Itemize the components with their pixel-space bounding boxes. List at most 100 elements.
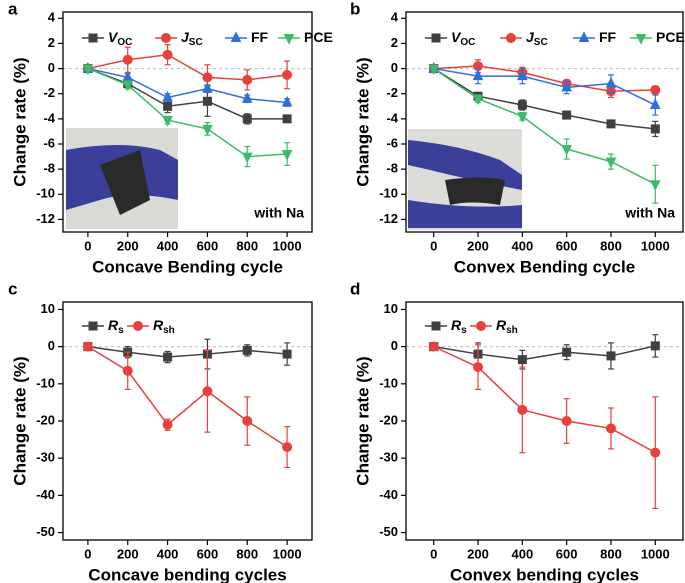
legend-sub: SC [534, 37, 548, 48]
x-tick-label: 400 [157, 546, 179, 561]
legend-sub: sh [506, 325, 518, 336]
x-tick-label: 600 [197, 238, 219, 253]
marker [473, 362, 484, 373]
x-tick-label: 800 [236, 238, 258, 253]
plot-frame [62, 301, 313, 541]
legend-sub: OC [117, 37, 132, 48]
panel-label: b [350, 0, 360, 18]
y-tick-label: -40 [379, 487, 398, 502]
marker [242, 74, 253, 85]
legend-name: V [108, 29, 119, 45]
marker [428, 64, 440, 76]
y-tick-label: -12 [379, 211, 398, 226]
marker [472, 94, 484, 106]
marker [161, 33, 171, 43]
marker [281, 150, 293, 161]
y-tick-label: -6 [386, 135, 398, 150]
legend-label: Rs [451, 317, 467, 336]
marker [562, 110, 572, 120]
marker [202, 124, 213, 136]
y-axis-title: Change rate (%) [10, 356, 29, 485]
legend-label: Rsh [153, 317, 175, 336]
marker [282, 114, 292, 124]
x-tick-label: 1000 [273, 546, 302, 561]
y-tick-label: -4 [43, 110, 55, 125]
x-tick-label: 0 [84, 546, 91, 561]
legend-name: PCE [656, 29, 685, 45]
legend-label: VOC [108, 29, 132, 48]
legend-name: R [108, 317, 119, 333]
x-tick-label: 1000 [273, 238, 302, 253]
y-tick-label: 10 [384, 301, 398, 316]
series-line [433, 67, 656, 106]
marker [202, 386, 213, 397]
legend-sub: SC [189, 37, 203, 48]
marker [282, 349, 292, 359]
legend-name: R [153, 317, 164, 333]
y-tick-label: -4 [386, 110, 398, 125]
x-tick-label: 200 [467, 546, 489, 561]
marker [517, 100, 527, 110]
plot-frame [405, 11, 684, 233]
x-tick-label: 1000 [641, 546, 670, 561]
y-tick-label: 0 [48, 338, 55, 353]
marker [650, 341, 660, 351]
y-axis-title: Change rate (%) [353, 57, 372, 186]
marker [242, 345, 252, 355]
x-axis-title: Concave Bending cycle [92, 257, 283, 276]
x-tick-label: 1000 [641, 238, 670, 253]
panel-label: a [8, 0, 18, 18]
legend-name: PCE [304, 29, 333, 45]
x-axis-title: Concave bending cycles [88, 565, 286, 583]
marker [283, 34, 295, 45]
x-axis-title: Convex Bending cycle [454, 257, 635, 276]
marker [606, 351, 616, 361]
marker [650, 84, 661, 95]
inset-photo-a [66, 128, 178, 229]
marker [242, 416, 253, 426]
marker [649, 180, 661, 191]
marker [241, 152, 253, 164]
x-tick-label: 400 [157, 238, 179, 253]
marker [506, 33, 516, 43]
y-tick-label: -20 [379, 412, 398, 427]
marker [606, 119, 616, 129]
marker [561, 416, 572, 426]
y-tick-label: -40 [36, 487, 55, 502]
y-tick-label: 2 [48, 35, 55, 50]
y-tick-label: -6 [43, 135, 55, 150]
y-tick-label: 4 [48, 10, 56, 25]
x-tick-label: 600 [197, 546, 219, 561]
legend-sub: sh [163, 325, 175, 336]
marker [162, 116, 173, 127]
marker [431, 33, 441, 43]
x-tick-label: 600 [556, 546, 578, 561]
marker [635, 34, 647, 45]
marker [162, 90, 173, 102]
marker [202, 72, 213, 83]
legend-label: FF [251, 29, 269, 45]
y-tick-label: 4 [391, 10, 399, 25]
legend-name: J [526, 29, 535, 45]
legend-name: V [451, 29, 462, 45]
x-tick-label: 0 [430, 238, 437, 253]
marker [162, 49, 173, 60]
series-line [87, 345, 288, 358]
y-tick-label: 0 [391, 60, 398, 75]
y-tick-label: -30 [379, 450, 398, 465]
marker [242, 114, 252, 124]
series-line [87, 53, 288, 81]
marker [561, 80, 572, 92]
series-line [433, 67, 656, 130]
y-tick-label: 10 [41, 301, 55, 316]
marker [517, 112, 528, 123]
x-tick-label: 0 [430, 546, 437, 561]
marker [517, 69, 528, 81]
x-tick-label: 400 [511, 238, 533, 253]
marker [163, 101, 173, 111]
marker [649, 98, 661, 110]
series-line [87, 67, 288, 104]
series-line [433, 67, 656, 185]
marker [472, 69, 484, 81]
marker [282, 69, 293, 80]
